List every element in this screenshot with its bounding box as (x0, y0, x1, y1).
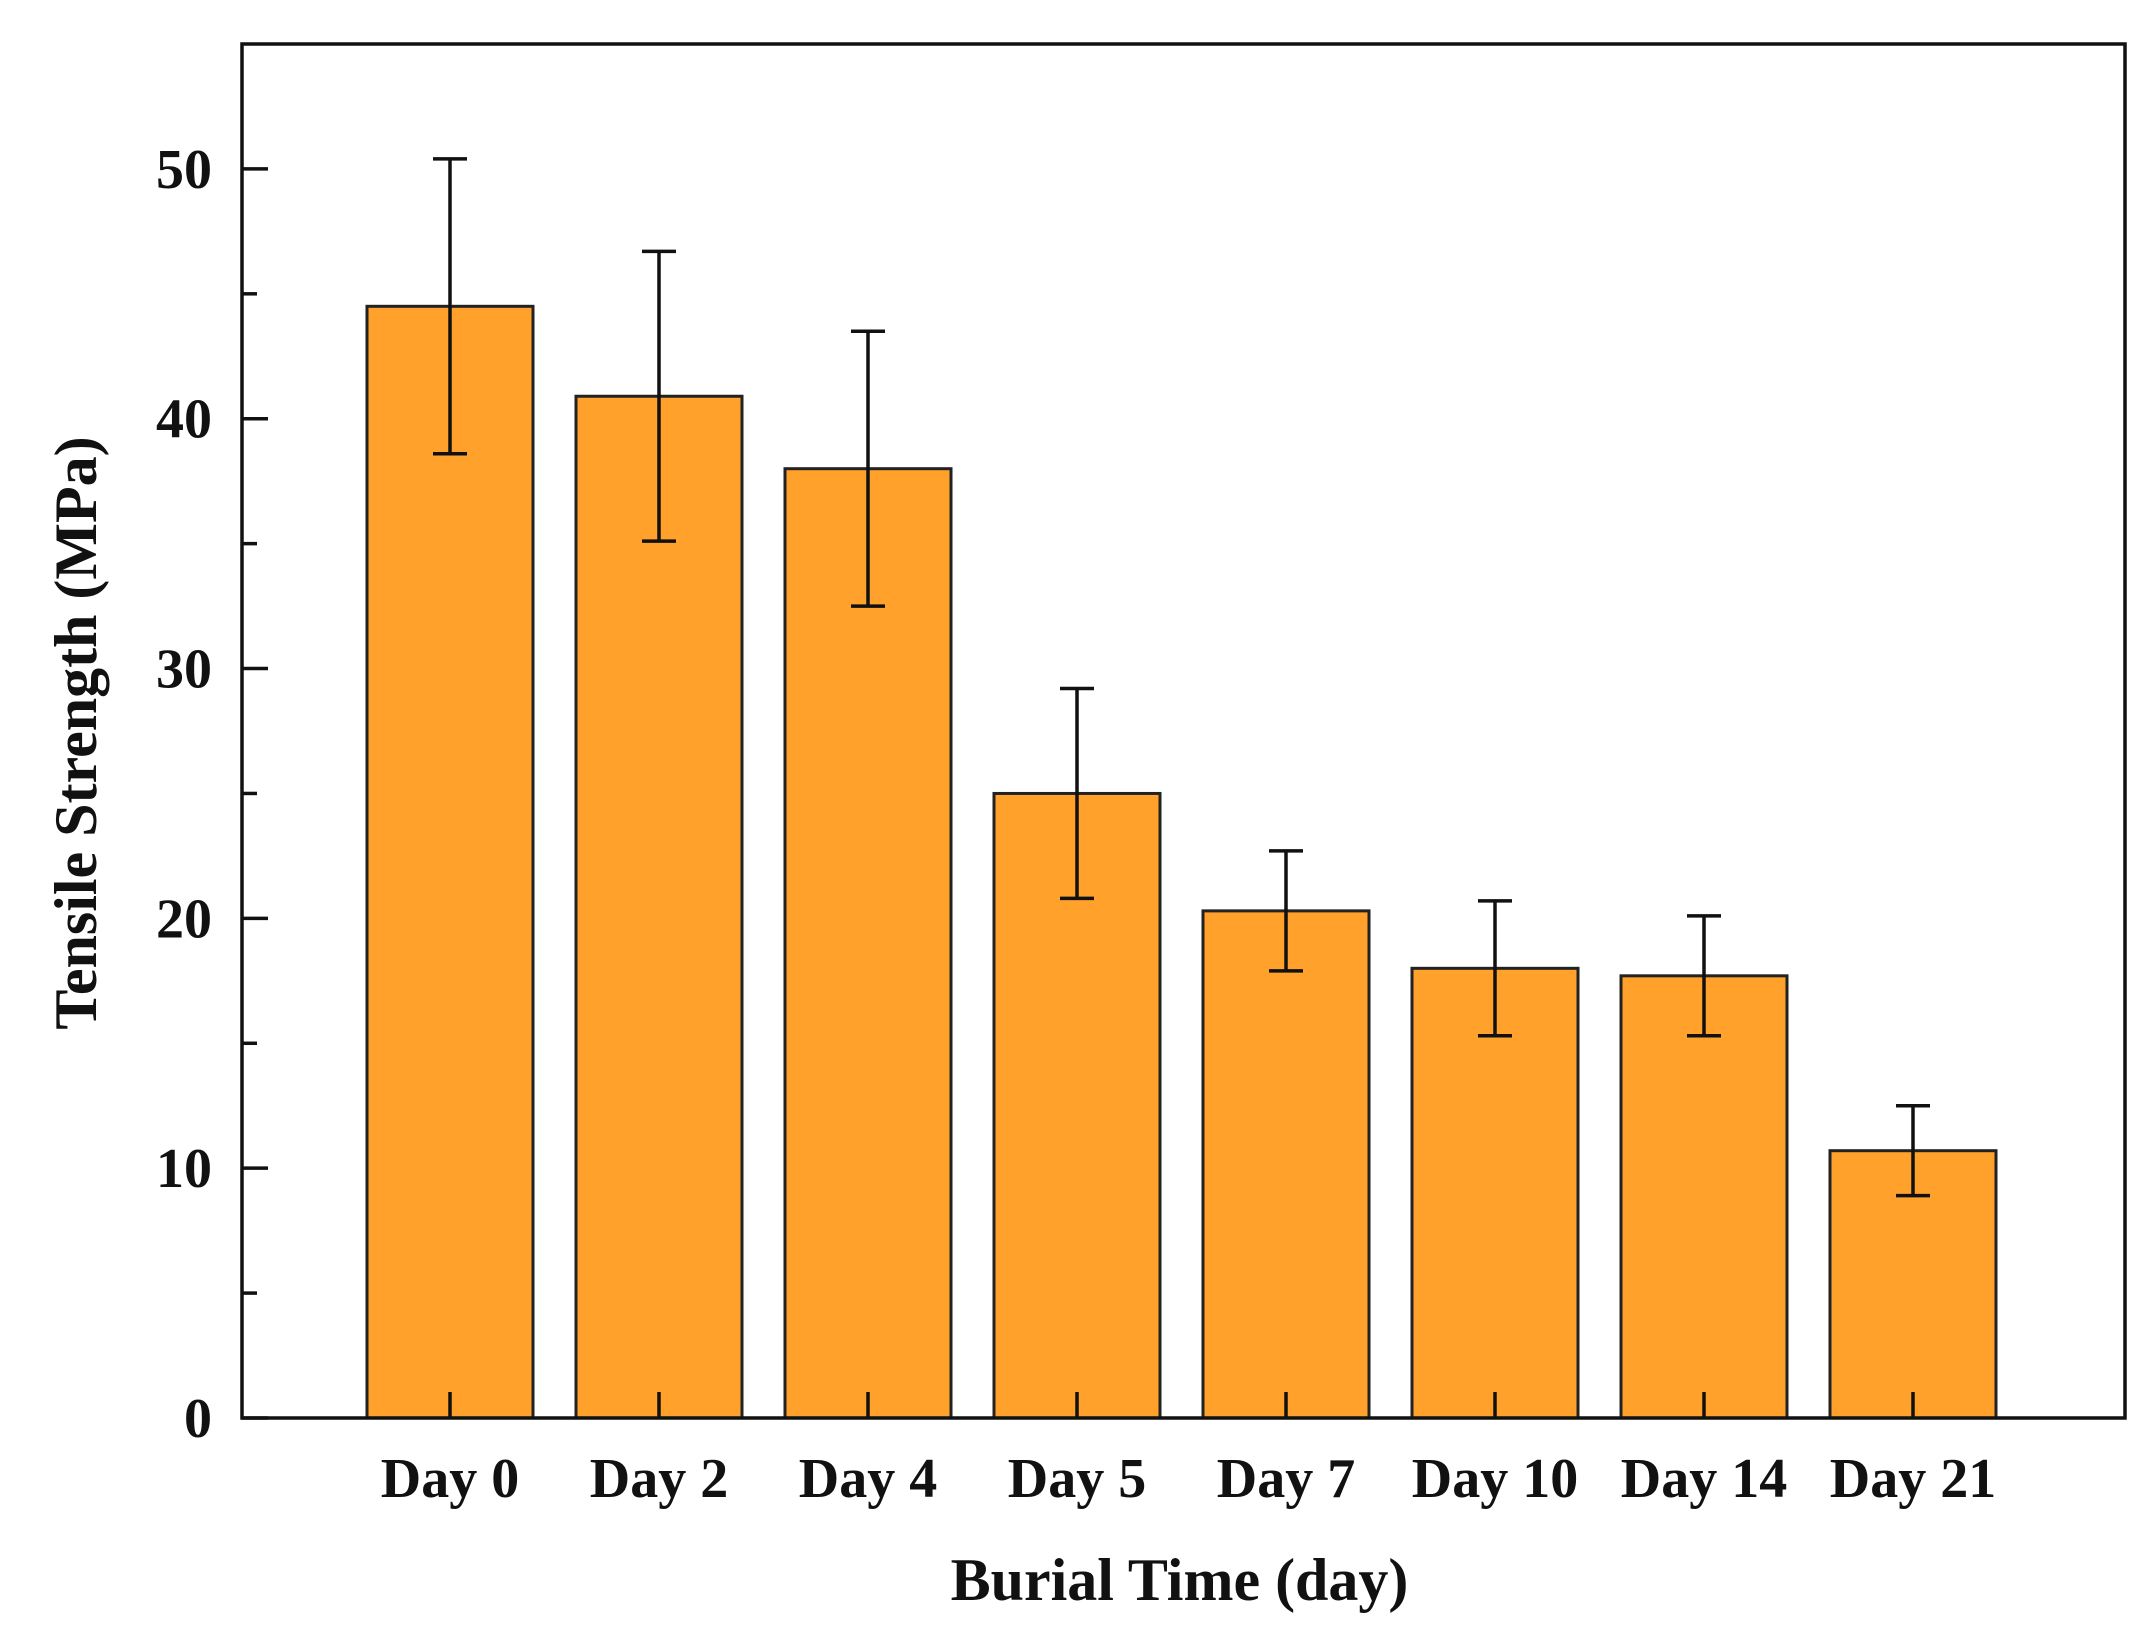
bars-layer (365, 304, 1998, 1420)
bar-day-10 (1410, 966, 1580, 1420)
y-tick-label: 50 (156, 139, 212, 201)
x-tick-label: Day 21 (1830, 1448, 1996, 1510)
bar-day-14 (1619, 974, 1789, 1420)
y-tick-label: 20 (156, 888, 212, 950)
x-tick-label: Day 2 (590, 1448, 728, 1510)
x-tick-label: Day 7 (1217, 1448, 1355, 1510)
bar-day-7 (1201, 909, 1371, 1420)
x-tick-label: Day 0 (381, 1448, 519, 1510)
x-tick-label: Day 5 (1008, 1448, 1146, 1510)
y-tick-labels: 0 10 20 30 40 50 (156, 139, 212, 1450)
bar-day-0 (365, 304, 535, 1420)
y-tick-label: 0 (184, 1388, 212, 1450)
x-tick-labels: Day 0 Day 2 Day 4 Day 5 Day 7 Day 10 Day 14 Day… (381, 1448, 1996, 1510)
x-axis-title: Burial Time (day) (951, 1547, 1409, 1613)
y-tick-label: 10 (156, 1138, 212, 1200)
y-tick-label: 40 (156, 389, 212, 451)
error-bars-layer (433, 157, 1930, 1198)
x-tick-label: Day 4 (799, 1448, 937, 1510)
bar-day-2 (574, 394, 744, 1420)
bar-day-4 (783, 467, 953, 1420)
x-tick-label: Day 10 (1412, 1448, 1578, 1510)
plot-frame (240, 42, 2127, 1420)
y-axis-title: Tensile Strength (MPa) (43, 436, 109, 1029)
y-tick-label: 30 (156, 639, 212, 701)
x-tick-label: Day 14 (1621, 1448, 1787, 1510)
